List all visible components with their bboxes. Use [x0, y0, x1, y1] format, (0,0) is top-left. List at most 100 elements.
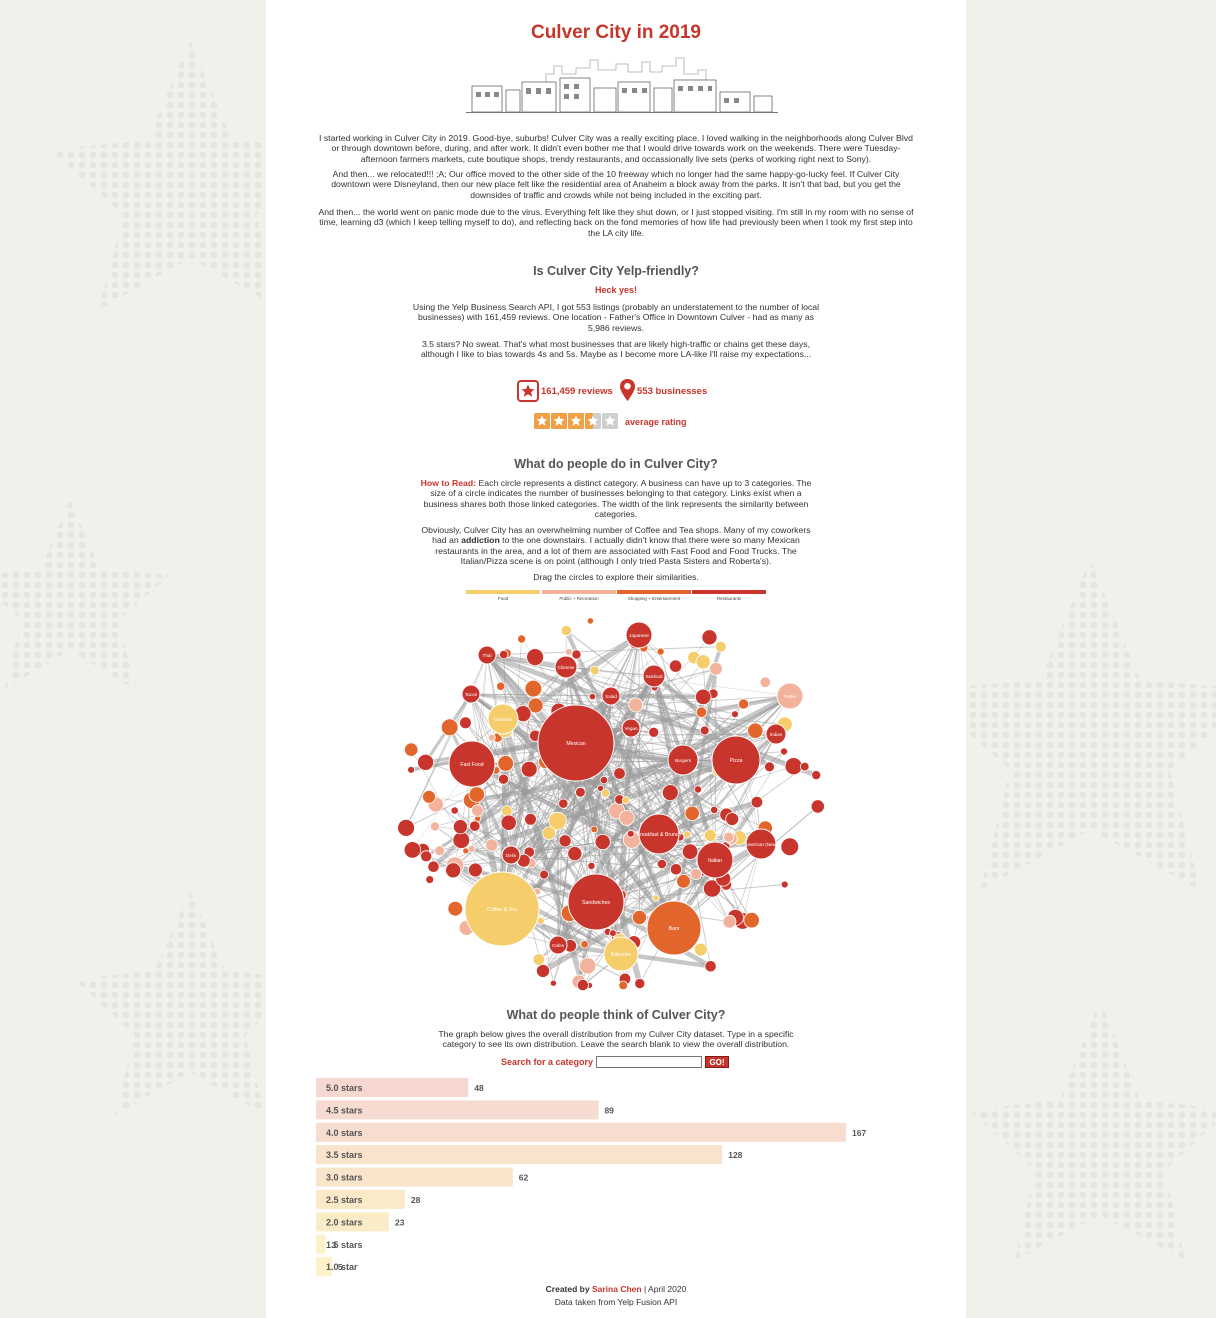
network-node[interactable]	[469, 820, 481, 832]
network-node[interactable]	[661, 784, 679, 802]
network-node[interactable]	[487, 733, 496, 742]
network-node[interactable]	[747, 722, 764, 739]
category-network-graph[interactable]: Mexican Coffee & Tea Sandwiches Fast Food Pi…	[391, 602, 831, 997]
network-node[interactable]	[497, 755, 514, 772]
network-node[interactable]	[579, 957, 597, 975]
network-node[interactable]	[780, 880, 789, 889]
network-node[interactable]	[590, 825, 599, 834]
network-node[interactable]	[537, 704, 615, 782]
network-node[interactable]	[689, 867, 702, 880]
network-node[interactable]	[567, 846, 583, 862]
network-node[interactable]	[461, 684, 481, 704]
network-node[interactable]	[517, 634, 527, 644]
author-link[interactable]: Sarina Chen	[591, 1284, 642, 1294]
network-node[interactable]	[684, 805, 700, 821]
network-node[interactable]	[549, 979, 557, 987]
network-node[interactable]	[462, 847, 470, 855]
network-node[interactable]	[471, 804, 484, 817]
network-node[interactable]	[586, 617, 594, 625]
network-node[interactable]	[709, 662, 723, 676]
network-node[interactable]	[799, 761, 810, 772]
network-node[interactable]	[703, 828, 717, 842]
network-node[interactable]	[450, 806, 459, 815]
network-node[interactable]	[496, 681, 506, 691]
network-node[interactable]	[750, 795, 764, 809]
network-node[interactable]	[524, 813, 537, 826]
network-node[interactable]	[745, 828, 777, 860]
network-node[interactable]	[714, 640, 727, 653]
network-node[interactable]	[445, 862, 462, 879]
network-node[interactable]	[600, 788, 611, 798]
network-node[interactable]	[500, 814, 517, 831]
network-node[interactable]	[403, 841, 422, 859]
network-node[interactable]	[710, 805, 719, 814]
network-node[interactable]	[468, 862, 483, 878]
network-node[interactable]	[576, 978, 589, 992]
network-node[interactable]	[590, 665, 600, 676]
network-node[interactable]	[527, 697, 544, 714]
network-node[interactable]	[520, 760, 538, 778]
network-node[interactable]	[722, 914, 737, 929]
network-node[interactable]	[420, 850, 433, 863]
network-node[interactable]	[567, 873, 625, 931]
network-node[interactable]	[780, 837, 800, 857]
network-node[interactable]	[501, 845, 521, 865]
network-node[interactable]	[682, 830, 691, 839]
network-node[interactable]	[642, 664, 666, 688]
network-node[interactable]	[702, 879, 722, 898]
network-node[interactable]	[621, 796, 630, 805]
network-node[interactable]	[603, 936, 639, 972]
network-node[interactable]	[477, 645, 497, 665]
network-node[interactable]	[634, 977, 646, 989]
network-node[interactable]	[618, 809, 635, 826]
network-node[interactable]	[464, 871, 540, 947]
network-node[interactable]	[695, 688, 712, 706]
network-node[interactable]	[759, 676, 772, 688]
network-node[interactable]	[422, 789, 436, 804]
network-node[interactable]	[397, 818, 416, 837]
network-node[interactable]	[468, 786, 486, 803]
network-node[interactable]	[784, 757, 803, 776]
network-node[interactable]	[723, 831, 735, 843]
network-node[interactable]	[669, 863, 683, 876]
network-node[interactable]	[434, 845, 445, 857]
network-node[interactable]	[427, 860, 440, 873]
network-node[interactable]	[601, 686, 621, 706]
network-node[interactable]	[548, 811, 567, 831]
network-node[interactable]	[765, 723, 787, 745]
network-node[interactable]	[447, 900, 464, 917]
network-node[interactable]	[594, 833, 611, 850]
network-node[interactable]	[810, 799, 825, 814]
network-node[interactable]	[448, 740, 496, 788]
go-button[interactable]: GO!	[705, 1056, 729, 1068]
network-node[interactable]	[725, 812, 740, 827]
network-node[interactable]	[743, 912, 760, 929]
network-node[interactable]	[498, 649, 509, 660]
network-node[interactable]	[681, 843, 699, 860]
network-node[interactable]	[580, 940, 589, 949]
network-node[interactable]	[621, 718, 641, 738]
network-node[interactable]	[575, 786, 586, 798]
network-node[interactable]	[498, 773, 510, 785]
network-node[interactable]	[628, 697, 644, 713]
network-node[interactable]	[588, 693, 596, 701]
network-node[interactable]	[638, 813, 680, 855]
network-node[interactable]	[524, 679, 543, 698]
network-node[interactable]	[656, 858, 667, 870]
network-node[interactable]	[459, 716, 472, 730]
network-node[interactable]	[693, 785, 703, 794]
network-node[interactable]	[542, 826, 557, 841]
network-node[interactable]	[648, 726, 660, 738]
network-node[interactable]	[667, 744, 699, 776]
network-node[interactable]	[699, 725, 710, 736]
network-node[interactable]	[565, 648, 573, 656]
network-node[interactable]	[626, 829, 635, 838]
network-node[interactable]	[417, 753, 435, 771]
network-node[interactable]	[501, 805, 513, 817]
network-node[interactable]	[535, 963, 550, 978]
network-node[interactable]	[631, 909, 647, 925]
network-node[interactable]	[597, 784, 605, 792]
network-node[interactable]	[656, 647, 665, 656]
network-node[interactable]	[613, 767, 626, 780]
network-node[interactable]	[526, 648, 545, 666]
